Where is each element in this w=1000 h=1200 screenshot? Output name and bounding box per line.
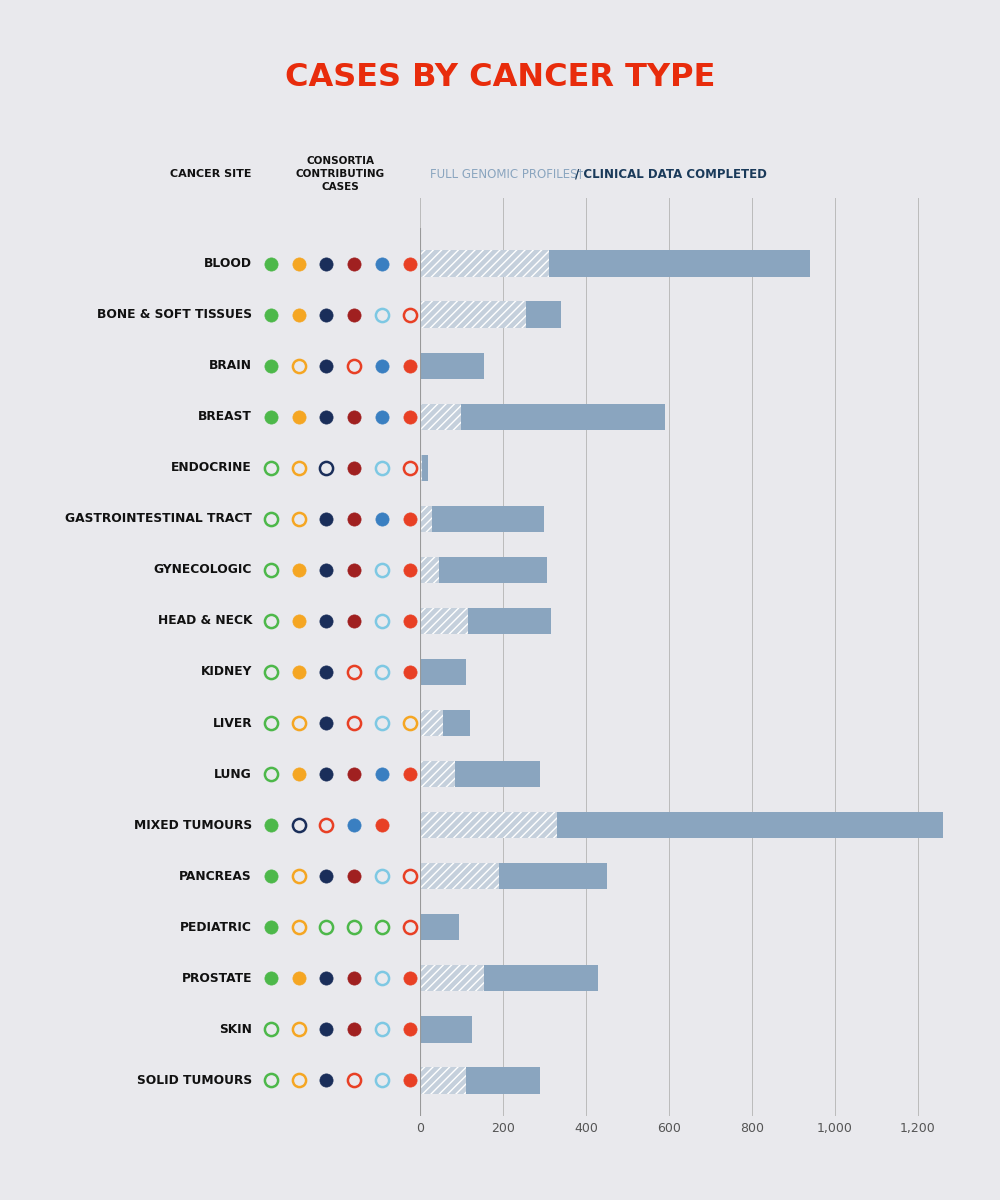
Text: CANCER SITE: CANCER SITE xyxy=(170,169,252,179)
Bar xyxy=(420,251,810,277)
Text: BREAST: BREAST xyxy=(198,410,252,424)
Bar xyxy=(420,403,665,430)
Bar xyxy=(420,505,544,532)
Text: ENDOCRINE: ENDOCRINE xyxy=(171,461,252,474)
Text: PROSTATE: PROSTATE xyxy=(182,972,252,985)
Bar xyxy=(420,607,551,635)
Bar xyxy=(420,709,470,737)
Text: GYNECOLOGIC: GYNECOLOGIC xyxy=(154,564,252,576)
Bar xyxy=(420,455,422,481)
Text: MIXED TUMOURS: MIXED TUMOURS xyxy=(134,818,252,832)
Bar xyxy=(420,301,561,328)
Bar xyxy=(420,965,484,991)
Bar xyxy=(420,863,607,889)
Bar xyxy=(420,965,598,991)
Text: BRAIN: BRAIN xyxy=(209,359,252,372)
Bar xyxy=(420,812,943,839)
Bar xyxy=(420,709,443,737)
Bar xyxy=(420,557,439,583)
Bar xyxy=(420,505,432,532)
Text: / CLINICAL DATA COMPLETED: / CLINICAL DATA COMPLETED xyxy=(575,168,767,180)
Bar xyxy=(420,557,547,583)
Text: CONSORTIA
CONTRIBUTING
CASES: CONSORTIA CONTRIBUTING CASES xyxy=(296,156,385,192)
Bar xyxy=(420,761,455,787)
Bar xyxy=(420,1067,540,1093)
Bar xyxy=(420,301,526,328)
Text: PANCREAS: PANCREAS xyxy=(179,870,252,883)
Text: LUNG: LUNG xyxy=(214,768,252,780)
Text: SOLID TUMOURS: SOLID TUMOURS xyxy=(137,1074,252,1087)
Bar xyxy=(420,914,459,941)
Bar xyxy=(420,353,484,379)
Text: BLOOD: BLOOD xyxy=(204,257,252,270)
Text: BONE & SOFT TISSUES: BONE & SOFT TISSUES xyxy=(97,308,252,322)
Text: KIDNEY: KIDNEY xyxy=(201,666,252,678)
Bar xyxy=(420,403,461,430)
Bar xyxy=(420,455,428,481)
Text: FULL GENOMIC PROFILES†: FULL GENOMIC PROFILES† xyxy=(430,168,583,180)
Bar xyxy=(420,863,499,889)
Bar xyxy=(420,1016,472,1043)
Text: CASES BY CANCER TYPE: CASES BY CANCER TYPE xyxy=(285,62,715,94)
Bar xyxy=(420,659,466,685)
Text: SKIN: SKIN xyxy=(219,1022,252,1036)
Bar xyxy=(420,761,540,787)
Bar xyxy=(420,251,549,277)
Text: LIVER: LIVER xyxy=(212,716,252,730)
Text: HEAD & NECK: HEAD & NECK xyxy=(158,614,252,628)
Bar xyxy=(420,607,468,635)
Text: GASTROINTESTINAL TRACT: GASTROINTESTINAL TRACT xyxy=(65,512,252,526)
Text: PEDIATRIC: PEDIATRIC xyxy=(180,920,252,934)
Bar xyxy=(420,1067,466,1093)
Bar xyxy=(420,812,557,839)
